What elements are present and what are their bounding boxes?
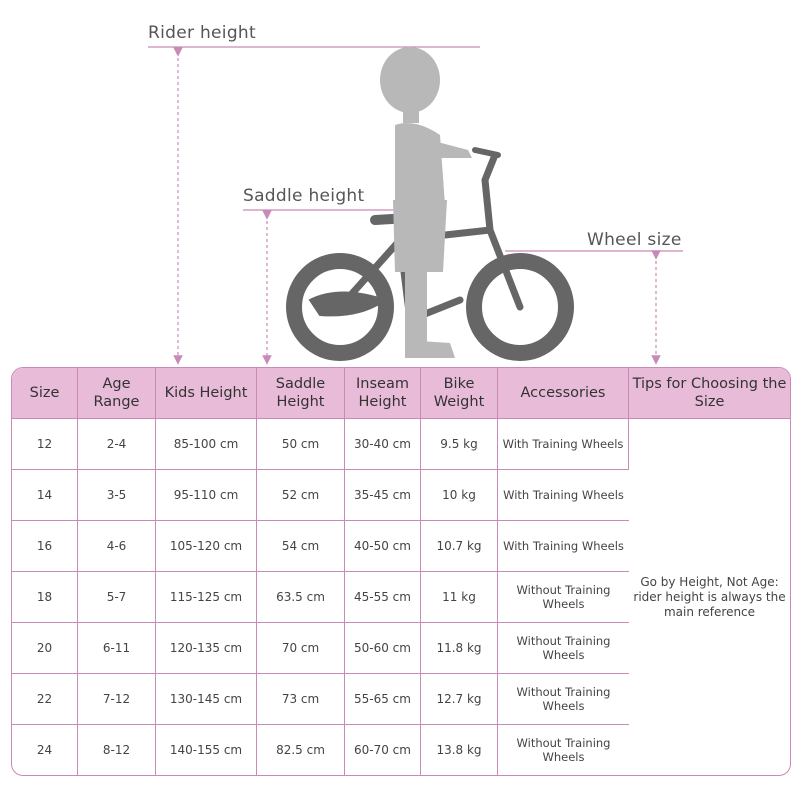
- cell-kids-height: 95-110 cm: [156, 470, 257, 521]
- cell-accessories: Without Training Wheels: [498, 623, 629, 674]
- rider-height-indicator: [148, 46, 480, 365]
- header-saddle-height: Saddle Height: [257, 368, 345, 419]
- cell-inseam-height: 55-65 cm: [345, 674, 421, 725]
- cell-age-range: 8-12: [78, 725, 156, 775]
- cell-bike-weight: 12.7 kg: [421, 674, 498, 725]
- size-chart-table: Size Age Range Kids Height Saddle Height…: [11, 367, 791, 776]
- cell-bike-weight: 11 kg: [421, 572, 498, 623]
- cell-accessories: With Training Wheels: [498, 521, 629, 572]
- header-age-range: Age Range: [78, 368, 156, 419]
- cell-accessories: Without Training Wheels: [516, 736, 611, 764]
- cell-size: 16: [12, 521, 78, 572]
- table-row: 18 5-7 115-125 cm 63.5 cm 45-55 cm 11 kg Witho…: [12, 572, 790, 623]
- cell-age-range: 7-12: [78, 674, 156, 725]
- cell-saddle-height: 52 cm: [257, 470, 345, 521]
- table-row: 22 7-12 130-145 cm 73 cm 55-65 cm 12.7 kg With…: [12, 674, 790, 725]
- cell-size: 22: [12, 674, 78, 725]
- table-header-row: Size Age Range Kids Height Saddle Height…: [12, 368, 790, 419]
- cell-saddle-height: 54 cm: [257, 521, 345, 572]
- cell-age-range: 4-6: [78, 521, 156, 572]
- cell-bike-weight: 9.5 kg: [421, 419, 498, 470]
- cell-size: 14: [12, 470, 78, 521]
- cell-inseam-height: 35-45 cm: [345, 470, 421, 521]
- saddle-height-label: Saddle height: [243, 186, 365, 206]
- cell-kids-height: 115-125 cm: [156, 572, 257, 623]
- header-tips: Tips for Choosing the Size: [629, 368, 790, 419]
- cell-inseam-height: 30-40 cm: [345, 419, 421, 470]
- header-accessories: Accessories: [498, 368, 629, 419]
- cell-kids-height: 120-135 cm: [156, 623, 257, 674]
- cell-bike-weight: 11.8 kg: [421, 623, 498, 674]
- cell-saddle-height: 50 cm: [257, 419, 345, 470]
- saddle-height-indicator: [243, 209, 395, 365]
- table-row: 16 4-6 105-120 cm 54 cm 40-50 cm 10.7 kg With …: [12, 521, 790, 572]
- cell-kids-height: 140-155 cm: [156, 725, 257, 775]
- child-silhouette-icon: [380, 47, 472, 358]
- cell-saddle-height: 70 cm: [257, 623, 345, 674]
- cell-saddle-height: 63.5 cm: [257, 572, 345, 623]
- header-inseam-height: Inseam Height: [345, 368, 421, 419]
- table-row: 14 3-5 95-110 cm 52 cm 35-45 cm 10 kg With Tra…: [12, 470, 790, 521]
- table-row: 24 8-12 140-155 cm 82.5 cm 60-70 cm 13.8 kg Wi…: [12, 725, 790, 775]
- wheel-size-label: Wheel size: [587, 230, 682, 250]
- cell-accessories: With Training Wheels: [498, 470, 629, 521]
- rider-height-label: Rider height: [148, 23, 256, 43]
- cell-inseam-height: 40-50 cm: [345, 521, 421, 572]
- header-bike-weight: Bike Weight: [421, 368, 498, 419]
- cell-saddle-height: 73 cm: [257, 674, 345, 725]
- cell-size: 12: [12, 419, 78, 470]
- cell-accessories: Without Training Wheels: [498, 674, 629, 725]
- cell-age-range: 6-11: [78, 623, 156, 674]
- cell-saddle-height: 82.5 cm: [257, 725, 345, 775]
- cell-kids-height: 85-100 cm: [156, 419, 257, 470]
- cell-size: 20: [12, 623, 78, 674]
- cell-inseam-height: 60-70 cm: [345, 725, 421, 775]
- bike-illustration: [148, 46, 683, 365]
- cell-inseam-height: 50-60 cm: [345, 623, 421, 674]
- cell-accessories: Without Training Wheels: [498, 572, 629, 623]
- cell-bike-weight: 13.8 kg: [421, 725, 498, 775]
- wheel-size-indicator: [505, 250, 683, 365]
- cell-tip: Go by Height, Not Age: rider height is a…: [633, 574, 786, 619]
- cell-kids-height: 105-120 cm: [156, 521, 257, 572]
- cell-age-range: 2-4: [78, 419, 156, 470]
- cell-kids-height: 130-145 cm: [156, 674, 257, 725]
- cell-bike-weight: 10 kg: [421, 470, 498, 521]
- cell-size: 18: [12, 572, 78, 623]
- cell-bike-weight: 10.7 kg: [421, 521, 498, 572]
- cell-size: 24: [12, 725, 78, 775]
- header-size: Size: [12, 368, 78, 419]
- header-kids-height: Kids Height: [156, 368, 257, 419]
- cell-age-range: 5-7: [78, 572, 156, 623]
- table-row: 12 2-4 85-100 cm 50 cm 30-40 cm 9.5 kg With Tr…: [12, 419, 790, 619]
- table-row: 20 6-11 120-135 cm 70 cm 50-60 cm 11.8 kg With…: [12, 623, 790, 674]
- bike-icon: [286, 147, 574, 361]
- cell-inseam-height: 45-55 cm: [345, 572, 421, 623]
- cell-accessories: With Training Wheels: [498, 419, 629, 470]
- cell-age-range: 3-5: [78, 470, 156, 521]
